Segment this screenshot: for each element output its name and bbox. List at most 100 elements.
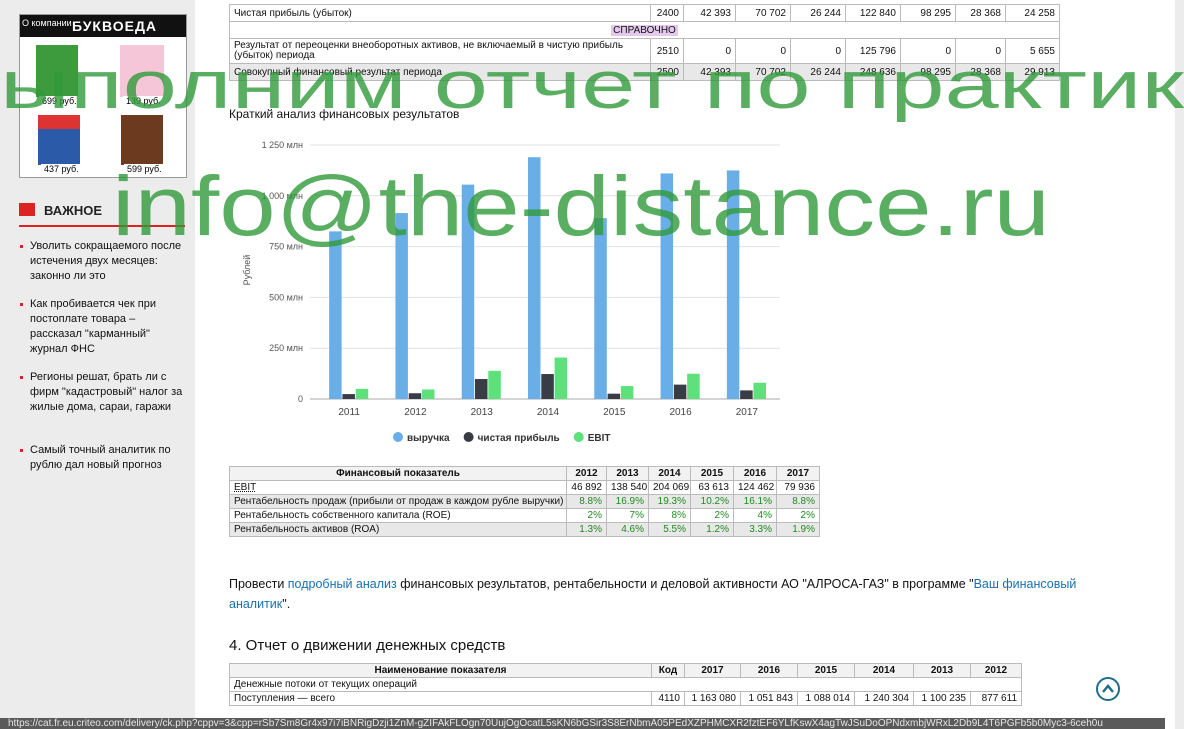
table-cell: 877 611 xyxy=(971,692,1022,706)
table-cell: 4% xyxy=(734,509,777,523)
table-cell: 63 613 xyxy=(691,481,734,495)
section-heading: 4. Отчет о движении денежных средств xyxy=(229,637,505,654)
table-cell: Рентабельность собственного капитала (RO… xyxy=(230,509,567,523)
scroll-top-button[interactable] xyxy=(1094,675,1122,703)
text: Провести xyxy=(229,577,288,591)
bar xyxy=(541,374,554,399)
table-cell: 8.8% xyxy=(777,495,820,509)
table-cell: 4110 xyxy=(652,692,685,706)
y-tick-label: 1 250 млн xyxy=(262,140,303,150)
table-cell: Результат от переоценки внеоборотных акт… xyxy=(230,39,651,64)
table-cell: 26 244 xyxy=(791,64,846,81)
header-cell: 2013 xyxy=(607,467,649,481)
book xyxy=(120,45,164,97)
fin-table: Финансовый показатель2012201320142015201… xyxy=(229,466,820,537)
table-cell: 1.2% xyxy=(691,523,734,537)
table-cell: Рентабельность продаж (прибыли от продаж… xyxy=(230,495,567,509)
table-cell: 2400 xyxy=(651,5,684,22)
bar xyxy=(661,173,674,399)
table-cell: 28 368 xyxy=(956,64,1006,81)
table-cell: СПРАВОЧНО xyxy=(230,22,1060,39)
table-cell: 16.1% xyxy=(734,495,777,509)
y-tick-label: 750 млн xyxy=(269,242,303,252)
legend-swatch xyxy=(464,432,474,442)
bar xyxy=(555,358,568,399)
chart: Краткий анализ финансовых результатов Ру… xyxy=(0,100,820,455)
table-row: Рентабельность активов (ROA)1.3%4.6%5.5%… xyxy=(230,523,820,537)
table-cell: 2500 xyxy=(651,64,684,81)
x-tick-label: 2016 xyxy=(669,407,692,418)
table-cell: 3.3% xyxy=(734,523,777,537)
table-row: Поступления — всего41101 163 0801 051 84… xyxy=(230,692,1022,706)
table-cell: 2% xyxy=(567,509,607,523)
header-cell: 2017 xyxy=(777,467,820,481)
table-cell: 8% xyxy=(649,509,691,523)
table-cell: 7% xyxy=(607,509,649,523)
bar xyxy=(621,386,634,399)
x-tick-label: 2013 xyxy=(471,407,494,418)
table-cell: 2% xyxy=(777,509,820,523)
bar xyxy=(687,374,700,399)
x-tick-label: 2015 xyxy=(603,407,626,418)
bar xyxy=(740,390,753,399)
header-cell: 2014 xyxy=(855,664,914,678)
legend-label: выручка xyxy=(407,433,450,444)
table-row: Совокупный финансовый результат периода2… xyxy=(230,64,1060,81)
table-cell: 42 393 xyxy=(684,64,736,81)
header-cell: Финансовый показатель xyxy=(230,467,567,481)
bar xyxy=(422,389,435,399)
bar xyxy=(608,394,621,399)
paragraph: Провести подробный анализ финансовых рез… xyxy=(229,574,1139,614)
table-cell: Рентабельность активов (ROA) xyxy=(230,523,567,537)
x-tick-label: 2011 xyxy=(338,407,360,418)
table-cell: 2% xyxy=(691,509,734,523)
bar xyxy=(594,218,607,399)
table-cell: 2510 xyxy=(651,39,684,64)
table-cell: 42 393 xyxy=(684,5,736,22)
link[interactable]: подробный анализ xyxy=(288,577,397,591)
legend-label: EBIT xyxy=(588,433,611,444)
table-cell: 0 xyxy=(684,39,736,64)
table-row: Рентабельность продаж (прибыли от продаж… xyxy=(230,495,820,509)
table-cell: 5.5% xyxy=(649,523,691,537)
bar xyxy=(409,393,422,399)
table-cell: 70 702 xyxy=(736,64,791,81)
table-row: СПРАВОЧНО xyxy=(230,22,1060,39)
bar xyxy=(462,185,475,399)
table-cell: 26 244 xyxy=(791,5,846,22)
table-cell: 1 100 235 xyxy=(914,692,971,706)
x-tick-label: 2012 xyxy=(404,407,427,418)
header-cell: Наименование показателя xyxy=(230,664,652,678)
table-cell: 4.6% xyxy=(607,523,649,537)
y-tick-label: 250 млн xyxy=(269,343,303,353)
bar xyxy=(395,213,408,399)
table-cell: 16.9% xyxy=(607,495,649,509)
table-cell: 0 xyxy=(901,39,956,64)
table-cell: 1 240 304 xyxy=(855,692,914,706)
table-cell: 8.8% xyxy=(567,495,607,509)
ad-brand: БУКВОЕДА xyxy=(72,18,157,34)
table-cell: 29 913 xyxy=(1006,64,1060,81)
bar xyxy=(674,385,687,399)
table-cell: Чистая прибыль (убыток) xyxy=(230,5,651,22)
table-cell: EBIT xyxy=(230,481,567,495)
table-row: EBIT46 892138 540204 06963 613124 46279 … xyxy=(230,481,820,495)
header-cell: 2016 xyxy=(741,664,798,678)
table-cell: 1.3% xyxy=(567,523,607,537)
table-cell: 248 636 xyxy=(846,64,901,81)
table-cell: 0 xyxy=(791,39,846,64)
table-cell: 28 368 xyxy=(956,5,1006,22)
table-cell: 204 069 xyxy=(649,481,691,495)
status-bar: https://cat.fr.eu.criteo.com/delivery/ck… xyxy=(0,718,1165,729)
book xyxy=(36,45,78,97)
y-tick-label: 0 xyxy=(298,394,303,404)
header-cell: 2015 xyxy=(691,467,734,481)
table-cell: 1 163 080 xyxy=(685,692,741,706)
table-cell: 138 540 xyxy=(607,481,649,495)
bar xyxy=(528,157,541,399)
text: ". xyxy=(282,597,290,611)
table-cell: Совокупный финансовый результат периода xyxy=(230,64,651,81)
table-cell: 1.9% xyxy=(777,523,820,537)
